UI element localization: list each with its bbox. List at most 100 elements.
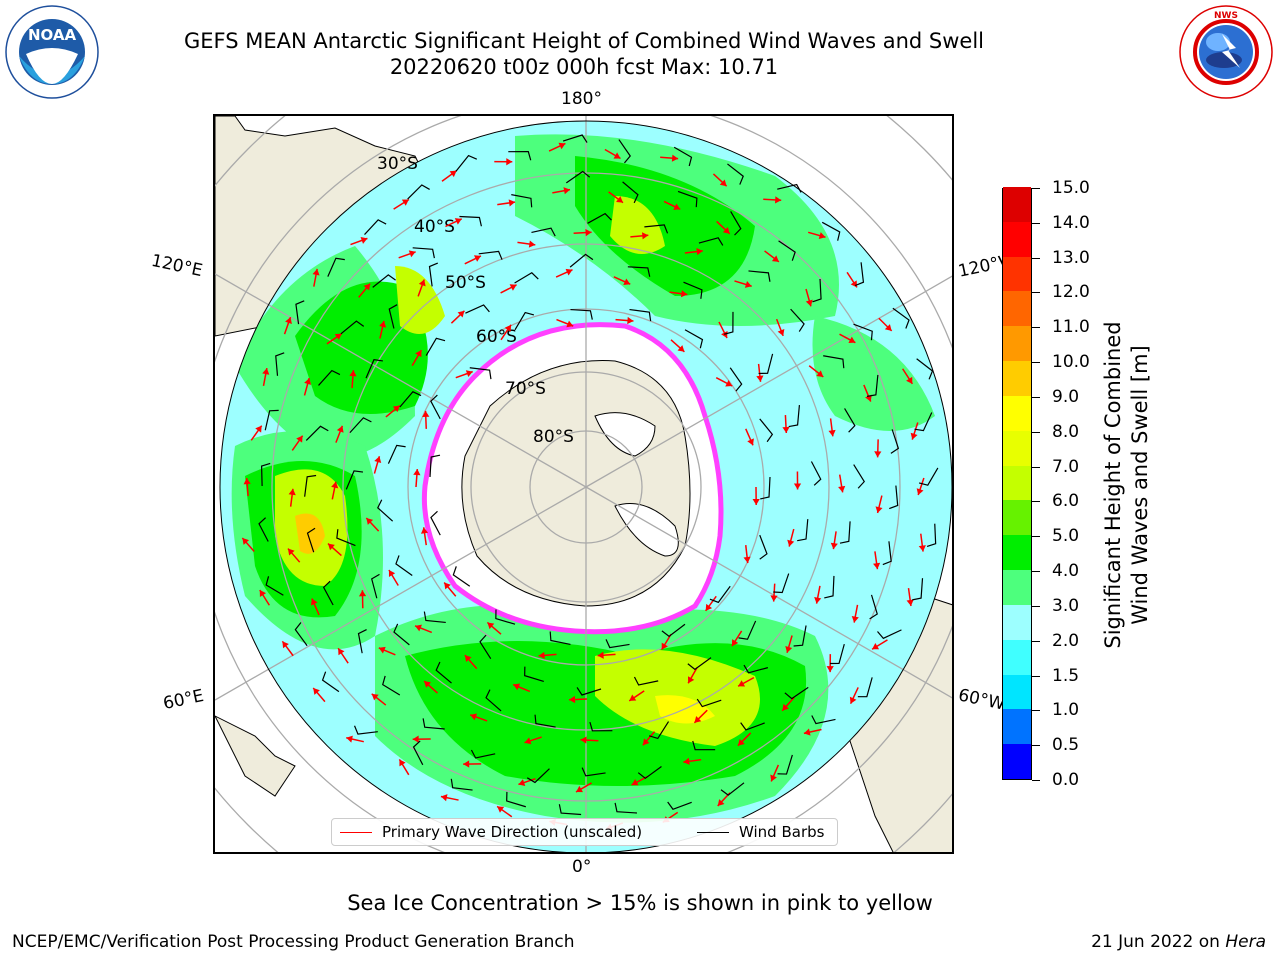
wind-barb [644,224,669,234]
wave-direction-arrowhead [331,481,339,489]
colorbar [1002,186,1032,780]
wind-barb [430,394,441,420]
wind-barb [258,517,269,542]
colorbar-tick [1032,501,1040,503]
colorbar-tick-label: 0.0 [1052,770,1080,790]
wind-barb [395,555,413,576]
wind-barb [748,270,771,282]
wave-direction-arrowhead [470,713,478,721]
colorbar-segment [1003,395,1031,431]
wind-barb [824,575,835,599]
wave-direction-arrowhead [349,370,357,377]
wind-barb [677,190,698,208]
wind-barb [869,594,878,620]
wind-barb [562,134,588,143]
wind-barb [759,534,768,560]
colorbar-tick-label: 8.0 [1052,421,1080,442]
colorbar-segment [1003,499,1031,536]
wind-barb [709,585,731,604]
wave-direction-arrowhead [770,595,778,602]
wave-direction-arrowhead [422,410,430,418]
wind-barb [399,391,422,408]
wave-direction-arrowhead [287,548,295,556]
wave-direction-arrowhead [687,676,695,684]
wave-direction-arrowhead [830,542,838,550]
wave-direction-arrowhead [814,597,822,604]
primary-wave-legend-line [340,832,372,833]
wind-barb [797,519,809,542]
wind-barb [844,408,856,433]
lat-label-40s: 40°S [414,217,455,237]
wind-barb [524,666,544,682]
wave-direction-arrowhead [473,255,481,262]
wind-barb [760,476,771,500]
wave-direction-arrowhead [338,648,345,656]
wave-direction-arrowhead [262,368,270,375]
wave-direction-arrowhead [838,485,846,493]
wind-barb [784,686,809,700]
footer-host: Hera [1225,932,1266,952]
wave-direction-arrowhead [818,232,826,240]
wind-barb [790,308,805,332]
wind-barb [305,425,329,441]
wind-barb [605,639,630,649]
wind-barb [387,444,406,464]
wave-direction-arrowhead [440,794,448,802]
colorbar-tick-label: 13.0 [1052,247,1090,268]
wind-barb [912,578,924,601]
wave-direction-arrowhead [872,643,880,650]
wave-direction-arrowhead [793,483,802,490]
colorbar-tick [1032,675,1040,677]
wave-direction-arrowhead [504,324,512,332]
wave-direction-arrowhead [413,469,421,476]
wave-direction-arrowhead [378,646,386,654]
wave-direction-arrowhead [497,806,505,813]
wave-direction-arrowhead [565,268,573,276]
wind-barb [306,527,316,553]
wave-direction-arrowhead [694,716,702,723]
wave-direction-arrowhead [509,284,517,291]
lat-label-30s: 30°S [377,154,418,174]
antarctica [421,322,724,635]
wind-barb [565,170,591,184]
colorbar-segment [1003,639,1031,675]
svg-text:NWS: NWS [1214,11,1238,21]
wave-direction-arrowhead [401,199,409,206]
map-legend: Primary Wave Direction (unscaled) Wind B… [331,818,838,846]
wave-direction-arrowhead [360,237,368,244]
wave-direction-arrowhead [558,142,566,150]
wind-barb [508,151,532,161]
colorbar-segment [1003,743,1031,779]
colorbar-segment [1003,360,1031,396]
wind-barb [926,523,937,548]
lon-label-180: 180° [561,89,602,109]
wave-direction-arrowhead [374,456,382,464]
colorbar-tick [1032,431,1040,433]
colorbar-segment [1003,674,1031,710]
map-panel: 30°S 40°S 50°S 60°S 70°S 80°S [213,114,954,854]
wind-barb [918,467,939,486]
wave-direction-arrowhead [677,345,685,352]
wind-barb [514,311,535,331]
wind-barb [514,272,539,284]
colorbar-segment [1003,256,1031,292]
colorbar-tick-label: 7.0 [1052,456,1080,477]
wind-barb [673,146,693,167]
wind-barb [759,418,774,443]
wave-direction-arrowhead [828,429,836,437]
wind-barb [465,304,490,314]
wind-barb [526,768,550,784]
wave-direction-arrowhead [327,543,335,551]
colorbar-tick [1032,466,1040,468]
wind-barb [336,529,356,547]
lon-label-120e: 120°E [149,250,205,282]
wave-direction-arrowhead [415,624,422,632]
wave-direction-arrowhead [418,279,426,287]
nws-logo-icon: NWS [1178,4,1274,104]
wind-barb [882,541,892,566]
wind-barb [684,329,704,349]
colorbar-segment [1003,221,1031,257]
wind-barb [853,323,873,341]
wind-barb [812,278,822,303]
colorbar-segment [1003,430,1031,466]
